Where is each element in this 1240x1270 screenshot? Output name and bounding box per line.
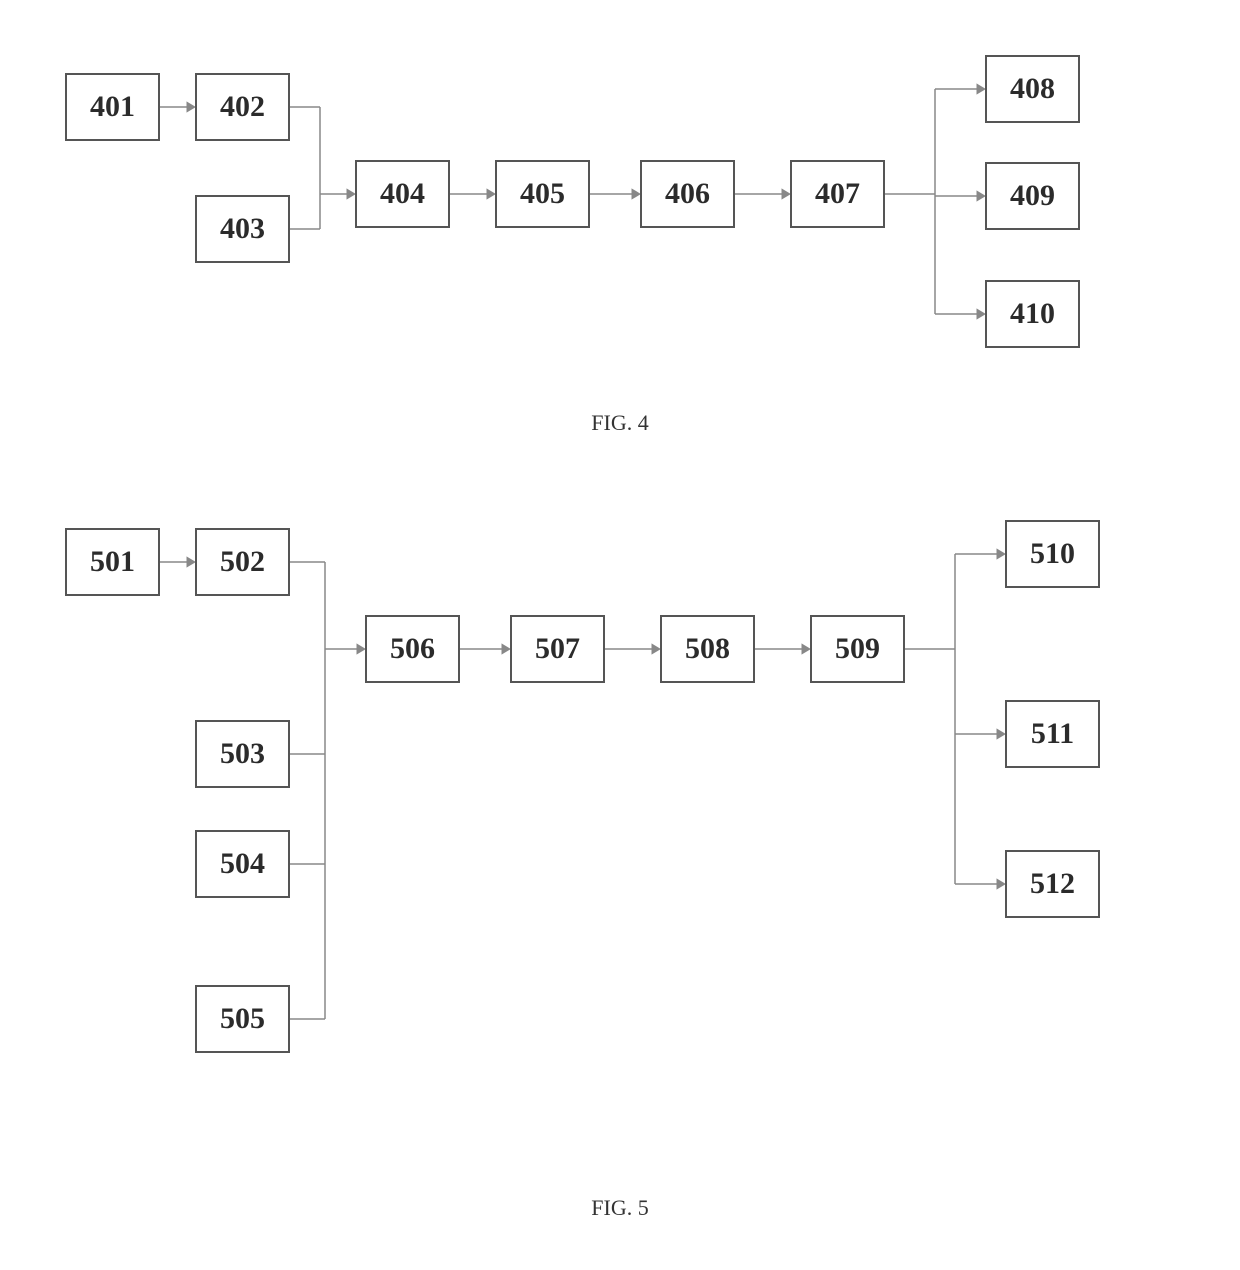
node-label: 503: [220, 737, 265, 771]
node-401: 401: [65, 73, 160, 141]
node-504: 504: [195, 830, 290, 898]
node-label: 402: [220, 90, 265, 124]
node-508: 508: [660, 615, 755, 683]
node-label: 401: [90, 90, 135, 124]
node-409: 409: [985, 162, 1080, 230]
node-label: 508: [685, 632, 730, 666]
figure-caption: FIG. 5: [520, 1195, 720, 1221]
node-label: 505: [220, 1002, 265, 1036]
node-label: 405: [520, 177, 565, 211]
node-501: 501: [65, 528, 160, 596]
node-label: 502: [220, 545, 265, 579]
node-label: 501: [90, 545, 135, 579]
node-502: 502: [195, 528, 290, 596]
figure-caption: FIG. 4: [520, 410, 720, 436]
node-label: 406: [665, 177, 710, 211]
node-label: 512: [1030, 867, 1075, 901]
node-label: 506: [390, 632, 435, 666]
node-label: 504: [220, 847, 265, 881]
node-label: 507: [535, 632, 580, 666]
node-410: 410: [985, 280, 1080, 348]
node-407: 407: [790, 160, 885, 228]
node-506: 506: [365, 615, 460, 683]
node-403: 403: [195, 195, 290, 263]
node-label: 409: [1010, 179, 1055, 213]
node-404: 404: [355, 160, 450, 228]
node-512: 512: [1005, 850, 1100, 918]
node-406: 406: [640, 160, 735, 228]
node-505: 505: [195, 985, 290, 1053]
node-503: 503: [195, 720, 290, 788]
node-402: 402: [195, 73, 290, 141]
node-511: 511: [1005, 700, 1100, 768]
node-408: 408: [985, 55, 1080, 123]
node-label: 408: [1010, 72, 1055, 106]
node-label: 404: [380, 177, 425, 211]
node-509: 509: [810, 615, 905, 683]
diagram-page: 401 402 403 404 405 406 407 408 409 410 FIG. 4 501 5…: [0, 0, 1240, 1270]
node-405: 405: [495, 160, 590, 228]
node-507: 507: [510, 615, 605, 683]
node-label: 403: [220, 212, 265, 246]
node-label: 511: [1031, 717, 1074, 751]
node-510: 510: [1005, 520, 1100, 588]
node-label: 407: [815, 177, 860, 211]
node-label: 509: [835, 632, 880, 666]
node-label: 410: [1010, 297, 1055, 331]
node-label: 510: [1030, 537, 1075, 571]
